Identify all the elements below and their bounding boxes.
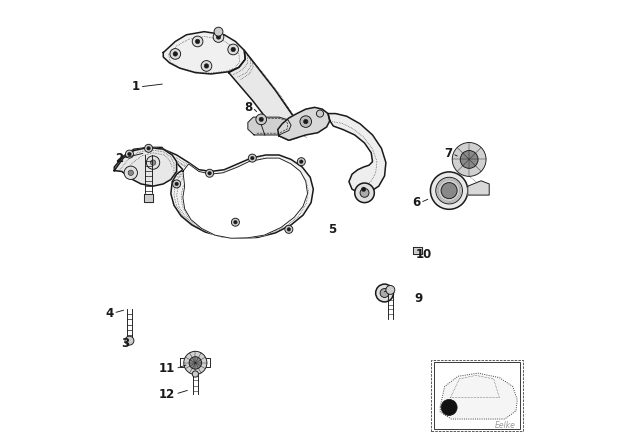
Circle shape: [441, 183, 457, 198]
Circle shape: [124, 166, 138, 180]
Circle shape: [216, 35, 221, 39]
Circle shape: [192, 371, 198, 377]
Circle shape: [173, 52, 177, 56]
Circle shape: [205, 169, 214, 177]
Text: 8: 8: [244, 101, 252, 114]
Polygon shape: [248, 117, 291, 135]
Text: 2: 2: [115, 151, 124, 164]
Circle shape: [355, 183, 374, 202]
Circle shape: [145, 144, 152, 152]
Circle shape: [128, 170, 134, 176]
Circle shape: [380, 289, 389, 297]
Circle shape: [184, 351, 207, 375]
Text: 11: 11: [159, 362, 175, 375]
Polygon shape: [278, 108, 330, 140]
Circle shape: [204, 64, 209, 68]
Circle shape: [189, 357, 202, 369]
Circle shape: [287, 228, 291, 231]
Circle shape: [147, 146, 150, 150]
Polygon shape: [440, 373, 517, 419]
Circle shape: [452, 142, 486, 177]
Polygon shape: [328, 114, 386, 193]
Circle shape: [250, 156, 254, 160]
Text: 1: 1: [132, 80, 140, 93]
Circle shape: [232, 218, 239, 226]
Polygon shape: [163, 32, 245, 74]
Circle shape: [300, 116, 312, 127]
Circle shape: [147, 156, 160, 169]
Circle shape: [228, 44, 239, 55]
Circle shape: [248, 154, 257, 162]
Circle shape: [208, 172, 211, 175]
Polygon shape: [468, 181, 489, 195]
Circle shape: [376, 284, 394, 302]
Circle shape: [300, 160, 303, 164]
Circle shape: [214, 27, 223, 36]
Polygon shape: [413, 247, 422, 254]
Text: 9: 9: [414, 292, 422, 305]
Circle shape: [195, 39, 200, 44]
Circle shape: [431, 172, 468, 209]
Circle shape: [460, 151, 478, 168]
Circle shape: [125, 150, 134, 158]
Circle shape: [316, 110, 324, 117]
Polygon shape: [115, 147, 177, 186]
Circle shape: [259, 117, 264, 121]
Text: 6: 6: [412, 196, 420, 209]
Circle shape: [436, 177, 463, 204]
Circle shape: [256, 114, 267, 125]
Circle shape: [175, 182, 179, 186]
Text: 10: 10: [415, 248, 431, 261]
Circle shape: [362, 187, 366, 191]
Polygon shape: [115, 147, 314, 238]
Circle shape: [150, 160, 156, 165]
Circle shape: [298, 158, 305, 166]
Text: 12: 12: [159, 388, 175, 401]
Circle shape: [201, 60, 212, 71]
Text: 4: 4: [105, 306, 113, 319]
Text: 3: 3: [122, 337, 129, 350]
Circle shape: [170, 48, 180, 59]
Circle shape: [192, 36, 203, 47]
Polygon shape: [183, 158, 308, 238]
Text: 5: 5: [328, 223, 336, 236]
Circle shape: [234, 220, 237, 224]
Circle shape: [213, 32, 224, 43]
Text: Eelke: Eelke: [495, 421, 516, 430]
Polygon shape: [228, 50, 300, 140]
Circle shape: [386, 285, 395, 294]
Circle shape: [360, 188, 369, 197]
Circle shape: [303, 119, 308, 124]
Circle shape: [231, 47, 236, 52]
Circle shape: [125, 336, 134, 345]
Circle shape: [285, 225, 293, 233]
Circle shape: [173, 180, 180, 188]
Circle shape: [127, 152, 131, 156]
Polygon shape: [144, 194, 153, 202]
Text: 7: 7: [444, 147, 452, 160]
Circle shape: [441, 400, 457, 415]
